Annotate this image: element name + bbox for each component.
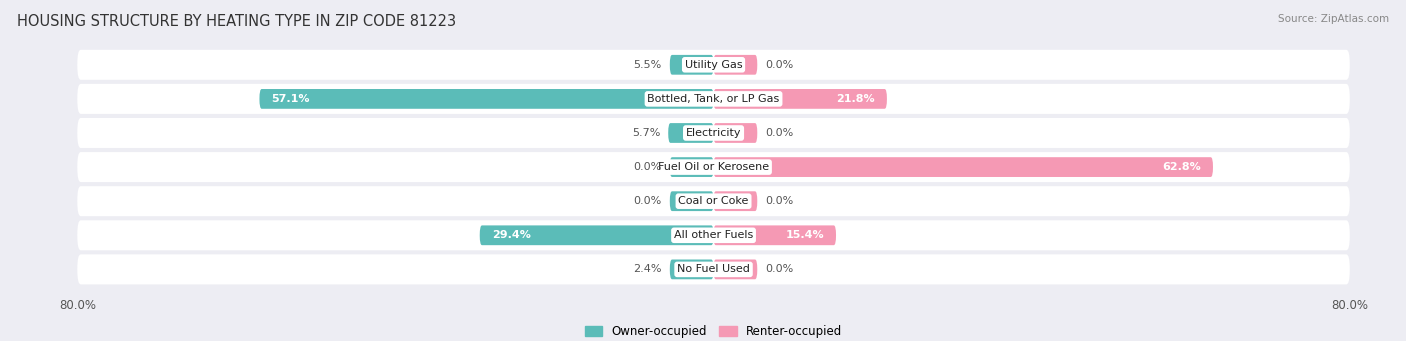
FancyBboxPatch shape [260,89,714,109]
Text: 15.4%: 15.4% [786,230,824,240]
Text: 0.0%: 0.0% [634,196,662,206]
FancyBboxPatch shape [77,152,1350,182]
Text: 0.0%: 0.0% [765,264,793,275]
Legend: Owner-occupied, Renter-occupied: Owner-occupied, Renter-occupied [579,321,848,341]
Text: Utility Gas: Utility Gas [685,60,742,70]
Text: All other Fuels: All other Fuels [673,230,754,240]
Text: Bottled, Tank, or LP Gas: Bottled, Tank, or LP Gas [647,94,780,104]
FancyBboxPatch shape [714,157,1213,177]
Text: 0.0%: 0.0% [765,196,793,206]
FancyBboxPatch shape [669,157,714,177]
FancyBboxPatch shape [714,89,887,109]
Text: Fuel Oil or Kerosene: Fuel Oil or Kerosene [658,162,769,172]
FancyBboxPatch shape [669,191,714,211]
Text: 21.8%: 21.8% [837,94,875,104]
Text: Source: ZipAtlas.com: Source: ZipAtlas.com [1278,14,1389,24]
FancyBboxPatch shape [668,123,714,143]
Text: Coal or Coke: Coal or Coke [678,196,749,206]
FancyBboxPatch shape [669,55,714,75]
Text: No Fuel Used: No Fuel Used [678,264,749,275]
Text: Electricity: Electricity [686,128,741,138]
FancyBboxPatch shape [479,225,714,245]
FancyBboxPatch shape [714,123,758,143]
Text: HOUSING STRUCTURE BY HEATING TYPE IN ZIP CODE 81223: HOUSING STRUCTURE BY HEATING TYPE IN ZIP… [17,14,456,29]
Text: 0.0%: 0.0% [765,128,793,138]
FancyBboxPatch shape [77,254,1350,284]
Text: 0.0%: 0.0% [634,162,662,172]
FancyBboxPatch shape [77,84,1350,114]
FancyBboxPatch shape [714,191,758,211]
Text: 29.4%: 29.4% [492,230,530,240]
Text: 5.7%: 5.7% [631,128,661,138]
FancyBboxPatch shape [714,260,758,279]
Text: 57.1%: 57.1% [271,94,309,104]
FancyBboxPatch shape [77,50,1350,80]
Text: 2.4%: 2.4% [633,264,662,275]
FancyBboxPatch shape [669,260,714,279]
Text: 0.0%: 0.0% [765,60,793,70]
FancyBboxPatch shape [714,55,758,75]
FancyBboxPatch shape [77,118,1350,148]
FancyBboxPatch shape [77,220,1350,250]
Text: 5.5%: 5.5% [634,60,662,70]
FancyBboxPatch shape [714,225,837,245]
FancyBboxPatch shape [77,186,1350,216]
Text: 62.8%: 62.8% [1163,162,1201,172]
